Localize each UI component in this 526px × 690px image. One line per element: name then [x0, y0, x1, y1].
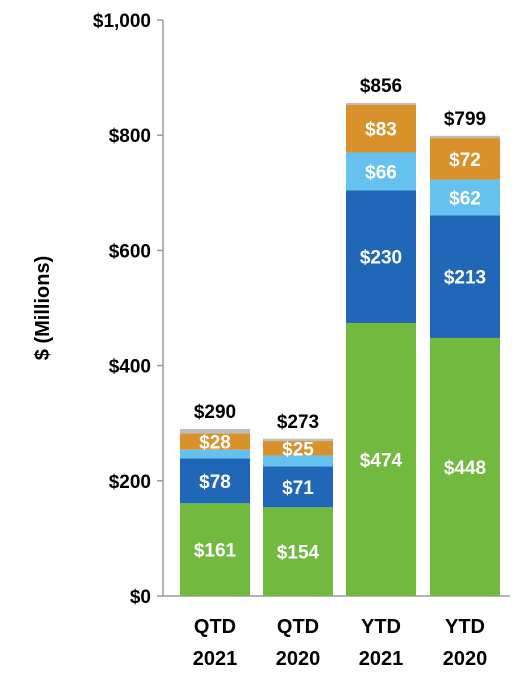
bar-segment [346, 322, 416, 596]
y-tick-label: $600 [109, 241, 151, 262]
bar-segment [346, 102, 416, 105]
bar-segment [180, 503, 250, 596]
y-tick-label: $0 [130, 587, 151, 608]
x-category-label-line2: 2020 [443, 648, 488, 670]
bar-segment [430, 179, 500, 216]
bar-segment [263, 455, 333, 467]
bar-segment [180, 458, 250, 504]
bar-segment [430, 138, 500, 180]
bar-segment [263, 507, 333, 596]
bar-segment-label: $83 [365, 120, 397, 141]
bar-segment-label: $161 [194, 541, 237, 562]
bar-segment [180, 428, 250, 434]
x-category-label-line1: QTD [194, 616, 236, 638]
bar-segment [263, 441, 333, 456]
bar-segment [346, 152, 416, 191]
bar-segment-label: $474 [360, 450, 403, 471]
bar-segment [346, 104, 416, 153]
x-category-label-line1: QTD [277, 616, 319, 638]
bar-segment [263, 466, 333, 508]
x-category-label-line2: 2021 [359, 648, 404, 670]
x-category-label-line1: YTD [445, 616, 485, 638]
y-tick-label: $1,000 [93, 11, 151, 32]
bar-segment-label: $25 [282, 439, 314, 460]
bar-total-label: $290 [194, 402, 236, 423]
x-category-label-line2: 2020 [276, 648, 321, 670]
y-tick-label: $200 [109, 472, 151, 493]
bar-segment [430, 337, 500, 596]
y-tick-label: $800 [109, 126, 151, 147]
x-category-label-line2: 2021 [193, 648, 238, 670]
x-category-label-line1: YTD [361, 616, 401, 638]
bar-segment [180, 449, 250, 459]
bar-segment-label: $71 [282, 478, 314, 499]
bar-segment-label: $213 [444, 268, 486, 289]
y-tick-label: $400 [109, 357, 151, 378]
y-axis-title: $ (Millions) [32, 256, 54, 360]
bar-segment-label: $62 [449, 188, 481, 209]
bar-segment-label: $78 [199, 472, 231, 493]
bar-segment [430, 215, 500, 338]
bar-segment-label: $28 [199, 433, 231, 454]
bar-segment [180, 433, 250, 450]
bar-segment [430, 135, 500, 139]
bar-segment-label: $66 [365, 162, 397, 183]
bar-segment-label: $230 [360, 248, 402, 269]
bar-segment-label: $72 [449, 150, 481, 171]
bar-segment-label: $154 [277, 543, 320, 564]
bar-segment [346, 190, 416, 323]
bar-total-label: $856 [360, 76, 402, 97]
bar-segment [263, 438, 333, 442]
bar-total-label: $273 [277, 412, 319, 433]
bar-segment-label: $448 [444, 458, 486, 479]
bar-total-label: $799 [444, 109, 486, 130]
